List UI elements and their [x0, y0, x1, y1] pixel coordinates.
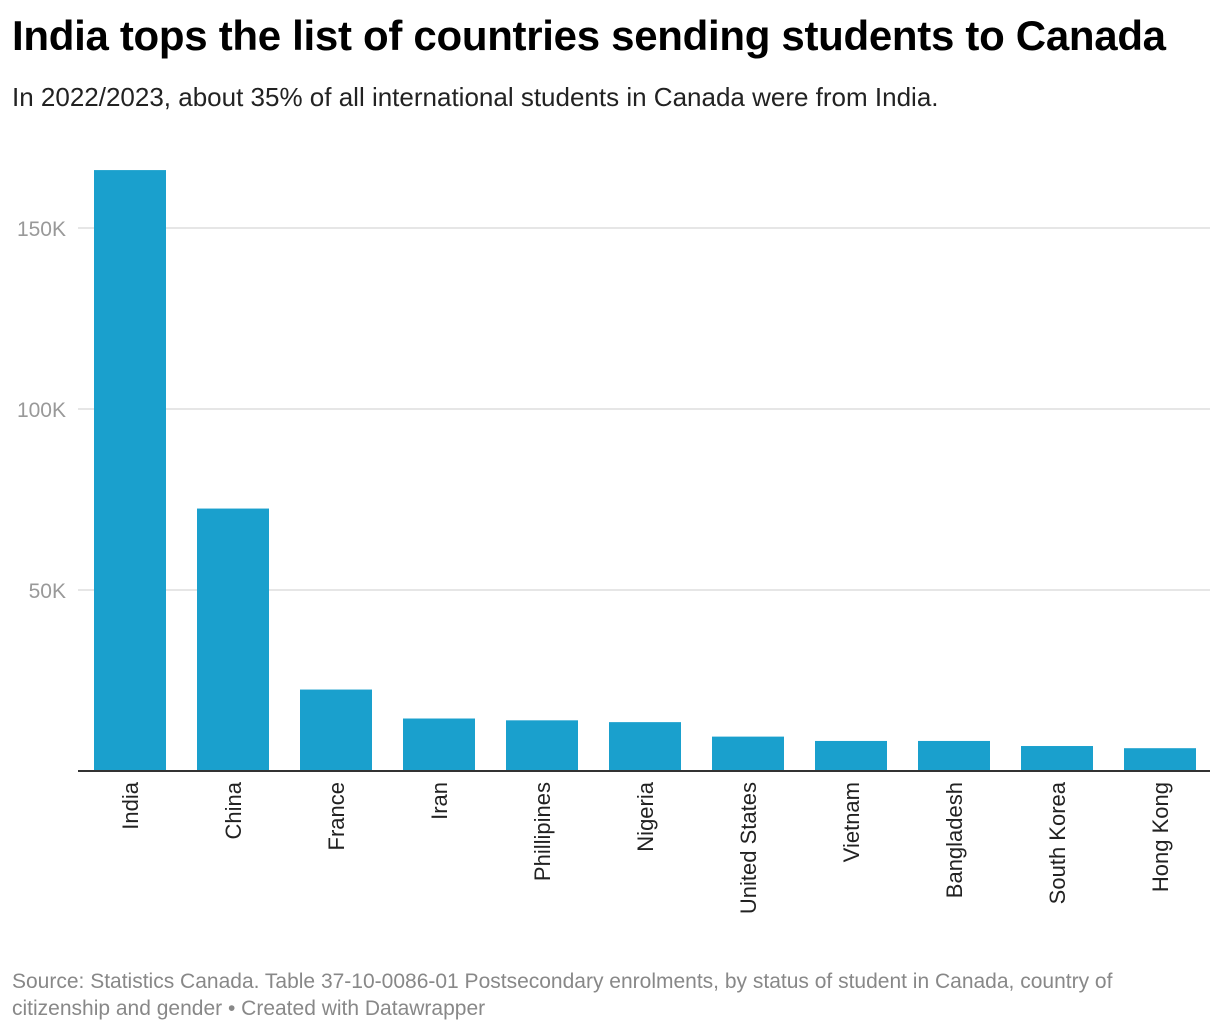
y-axis-tick-labels: 50K 100K 150K — [17, 218, 66, 603]
chart-subtitle: In 2022/2023, about 35% of all internati… — [12, 82, 939, 112]
x-category-label: Hong Kong — [1148, 782, 1173, 892]
bars — [94, 170, 1196, 771]
x-category-label: Nigeria — [633, 781, 658, 851]
x-category-label: South Korea — [1045, 781, 1070, 904]
source-footer: Source: Statistics Canada. Table 37-10-0… — [12, 970, 1113, 1020]
x-category-label: Bangladesh — [942, 782, 967, 898]
bar-india — [94, 170, 166, 771]
y-tick-label: 150K — [17, 218, 66, 241]
x-category-label: Iran — [427, 782, 452, 820]
x-axis-category-labels: India China France Iran Phillipines Nigeria Un… — [118, 781, 1173, 914]
x-category-label: Vietnam — [839, 782, 864, 862]
bar-chart: 50K 100K 150K India China France Iran Phillipi… — [17, 170, 1210, 914]
bar-phillipines — [506, 720, 578, 771]
x-category-label: France — [324, 782, 349, 850]
bar-china — [197, 508, 269, 771]
bar-france — [300, 689, 372, 771]
bar-united-states — [712, 736, 784, 771]
bar-vietnam — [815, 740, 887, 771]
x-category-label: Phillipines — [530, 782, 555, 881]
chart-title: India tops the list of countries sending… — [12, 12, 1166, 59]
y-tick-label: 50K — [29, 580, 66, 603]
bar-bangladesh — [918, 740, 990, 771]
bar-iran — [403, 718, 475, 771]
bar-south-korea — [1021, 746, 1093, 771]
y-tick-label: 100K — [17, 399, 66, 422]
x-category-label: China — [221, 781, 246, 839]
x-category-label: India — [118, 781, 143, 829]
bar-nigeria — [609, 722, 681, 771]
x-category-label: United States — [736, 782, 761, 914]
bar-hong-kong — [1124, 748, 1196, 771]
